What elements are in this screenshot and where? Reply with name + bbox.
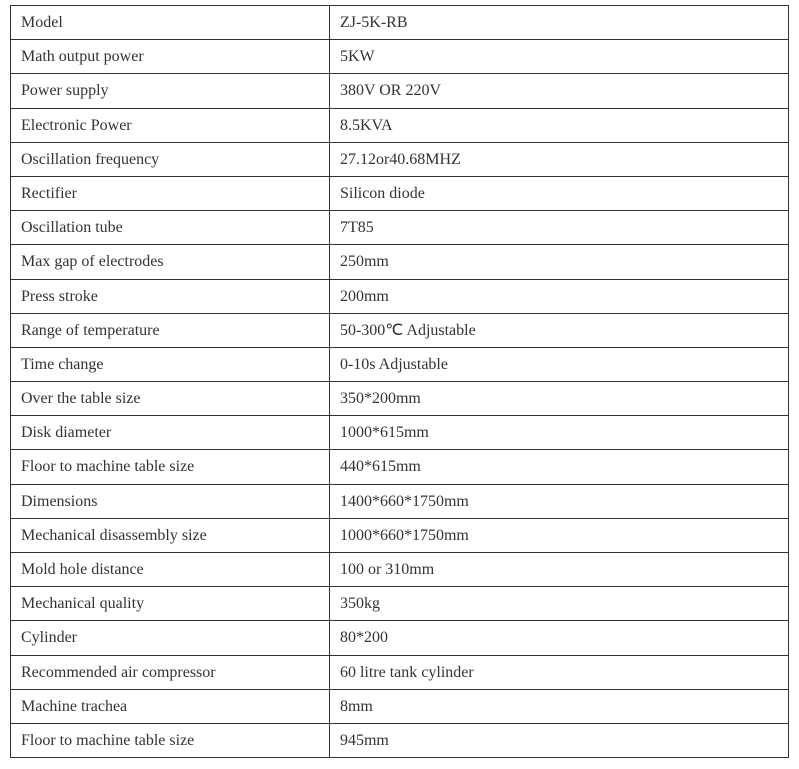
spec-value: 50-300℃ Adjustable <box>329 313 788 347</box>
spec-value: 27.12or40.68MHZ <box>329 142 788 176</box>
spec-label: Machine trachea <box>11 689 330 723</box>
spec-label: Max gap of electrodes <box>11 245 330 279</box>
spec-value: 60 litre tank cylinder <box>329 655 788 689</box>
spec-label: Oscillation tube <box>11 211 330 245</box>
spec-label: Math output power <box>11 40 330 74</box>
spec-label: Disk diameter <box>11 416 330 450</box>
spec-value: 0-10s Adjustable <box>329 347 788 381</box>
spec-value: 1400*660*1750mm <box>329 484 788 518</box>
spec-value: ZJ-5K-RB <box>329 6 788 40</box>
spec-value: Silicon diode <box>329 176 788 210</box>
table-row: Power supply380V OR 220V <box>11 74 789 108</box>
spec-value: 1000*660*1750mm <box>329 518 788 552</box>
spec-value: 250mm <box>329 245 788 279</box>
table-row: Electronic Power8.5KVA <box>11 108 789 142</box>
spec-value: 8mm <box>329 689 788 723</box>
spec-label: Power supply <box>11 74 330 108</box>
table-row: Cylinder80*200 <box>11 621 789 655</box>
table-row: Oscillation frequency27.12or40.68MHZ <box>11 142 789 176</box>
table-row: Mechanical quality350kg <box>11 587 789 621</box>
spec-label: Cylinder <box>11 621 330 655</box>
table-row: Range of temperature50-300℃ Adjustable <box>11 313 789 347</box>
table-row: Machine trachea8mm <box>11 689 789 723</box>
table-row: Over the table size350*200mm <box>11 382 789 416</box>
table-row: ModelZJ-5K-RB <box>11 6 789 40</box>
spec-value: 440*615mm <box>329 450 788 484</box>
spec-label: Time change <box>11 347 330 381</box>
spec-label: Floor to machine table size <box>11 450 330 484</box>
spec-label: Model <box>11 6 330 40</box>
spec-label: Oscillation frequency <box>11 142 330 176</box>
spec-table-body: ModelZJ-5K-RB Math output power5KW Power… <box>11 6 789 758</box>
spec-label: Dimensions <box>11 484 330 518</box>
table-row: Recommended air compressor60 litre tank … <box>11 655 789 689</box>
spec-value: 350kg <box>329 587 788 621</box>
spec-value: 5KW <box>329 40 788 74</box>
spec-label: Electronic Power <box>11 108 330 142</box>
table-row: Time change0-10s Adjustable <box>11 347 789 381</box>
spec-label: Recommended air compressor <box>11 655 330 689</box>
spec-label: Floor to machine table size <box>11 723 330 757</box>
table-row: Oscillation tube7T85 <box>11 211 789 245</box>
table-row: Press stroke200mm <box>11 279 789 313</box>
spec-value: 1000*615mm <box>329 416 788 450</box>
table-row: Mechanical disassembly size1000*660*1750… <box>11 518 789 552</box>
spec-value: 200mm <box>329 279 788 313</box>
spec-value: 945mm <box>329 723 788 757</box>
spec-value: 350*200mm <box>329 382 788 416</box>
spec-label: Mold hole distance <box>11 553 330 587</box>
table-row: Dimensions1400*660*1750mm <box>11 484 789 518</box>
spec-label: Mechanical disassembly size <box>11 518 330 552</box>
table-row: RectifierSilicon diode <box>11 176 789 210</box>
spec-value: 100 or 310mm <box>329 553 788 587</box>
table-row: Math output power5KW <box>11 40 789 74</box>
spec-label: Range of temperature <box>11 313 330 347</box>
spec-table-container: ModelZJ-5K-RB Math output power5KW Power… <box>0 0 799 768</box>
table-row: Floor to machine table size440*615mm <box>11 450 789 484</box>
spec-value: 8.5KVA <box>329 108 788 142</box>
spec-table: ModelZJ-5K-RB Math output power5KW Power… <box>10 5 789 758</box>
spec-value: 7T85 <box>329 211 788 245</box>
table-row: Max gap of electrodes250mm <box>11 245 789 279</box>
table-row: Floor to machine table size945mm <box>11 723 789 757</box>
spec-label: Over the table size <box>11 382 330 416</box>
spec-value: 380V OR 220V <box>329 74 788 108</box>
spec-label: Press stroke <box>11 279 330 313</box>
spec-label: Rectifier <box>11 176 330 210</box>
table-row: Mold hole distance100 or 310mm <box>11 553 789 587</box>
spec-value: 80*200 <box>329 621 788 655</box>
table-row: Disk diameter1000*615mm <box>11 416 789 450</box>
spec-label: Mechanical quality <box>11 587 330 621</box>
